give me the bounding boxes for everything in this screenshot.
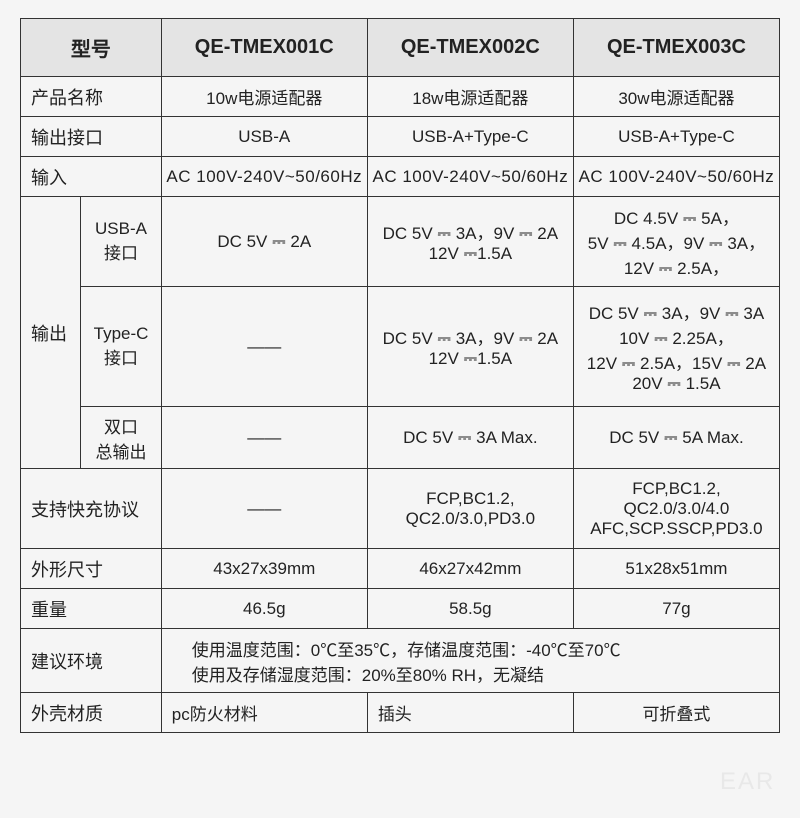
- row-shell: 外壳材质 pc防火材料 插头 可折叠式: [21, 693, 780, 733]
- row-input: 输入 AC 100V-240V~50/60Hz AC 100V-240V~50/…: [21, 157, 780, 197]
- row-protocol: 支持快充协议 —— FCP,BC1.2,QC2.0/3.0,PD3.0 FCP,…: [21, 469, 780, 549]
- col-model-3: QE-TMEX003C: [573, 19, 779, 77]
- shell-material: pc防火材料: [161, 693, 367, 733]
- input-3: AC 100V-240V~50/60Hz: [573, 157, 779, 197]
- size-2: 46x27x42mm: [367, 549, 573, 589]
- protocol-1: ——: [161, 469, 367, 549]
- label-shell: 外壳材质: [21, 693, 162, 733]
- type-c-2: DC 5V ⎓ 3A，9V ⎓ 2A12V ⎓1.5A: [367, 287, 573, 407]
- watermark: EAR: [720, 768, 775, 796]
- usb-a-2: DC 5V ⎓ 3A，9V ⎓ 2A12V ⎓1.5A: [367, 197, 573, 287]
- type-c-1: ——: [161, 287, 367, 407]
- row-size: 外形尺寸 43x27x39mm 46x27x42mm 51x28x51mm: [21, 549, 780, 589]
- weight-1: 46.5g: [161, 589, 367, 629]
- label-type-c: Type-C接口: [81, 287, 161, 407]
- label-plug: 插头: [367, 693, 573, 733]
- label-output: 输出: [21, 197, 81, 469]
- size-1: 43x27x39mm: [161, 549, 367, 589]
- output-port-3: USB-A+Type-C: [573, 117, 779, 157]
- row-weight: 重量 46.5g 58.5g 77g: [21, 589, 780, 629]
- output-port-2: USB-A+Type-C: [367, 117, 573, 157]
- col-model-2: QE-TMEX002C: [367, 19, 573, 77]
- env-value: 使用温度范围：0℃至35℃，存储温度范围：-40℃至70℃使用及存储湿度范围：2…: [161, 629, 779, 693]
- dual-2: DC 5V ⎓ 3A Max.: [367, 407, 573, 469]
- label-env: 建议环境: [21, 629, 162, 693]
- label-input: 输入: [21, 157, 162, 197]
- row-output-type-c: Type-C接口 —— DC 5V ⎓ 3A，9V ⎓ 2A12V ⎓1.5A …: [21, 287, 780, 407]
- input-2: AC 100V-240V~50/60Hz: [367, 157, 573, 197]
- weight-2: 58.5g: [367, 589, 573, 629]
- row-product-name: 产品名称 10w电源适配器 18w电源适配器 30w电源适配器: [21, 77, 780, 117]
- size-3: 51x28x51mm: [573, 549, 779, 589]
- label-product-name: 产品名称: [21, 77, 162, 117]
- spec-table: 型号 QE-TMEX001C QE-TMEX002C QE-TMEX003C 产…: [20, 18, 780, 733]
- label-dual: 双口总输出: [81, 407, 161, 469]
- input-1: AC 100V-240V~50/60Hz: [161, 157, 367, 197]
- row-env: 建议环境 使用温度范围：0℃至35℃，存储温度范围：-40℃至70℃使用及存储湿…: [21, 629, 780, 693]
- row-output-dual: 双口总输出 —— DC 5V ⎓ 3A Max. DC 5V ⎓ 5A Max.: [21, 407, 780, 469]
- label-usb-a: USB-A接口: [81, 197, 161, 287]
- row-output-usb-a: 输出 USB-A接口 DC 5V ⎓ 2A DC 5V ⎓ 3A，9V ⎓ 2A…: [21, 197, 780, 287]
- col-model: 型号: [21, 19, 162, 77]
- protocol-3: FCP,BC1.2,QC2.0/3.0/4.0AFC,SCP.SSCP,PD3.…: [573, 469, 779, 549]
- product-name-3: 30w电源适配器: [573, 77, 779, 117]
- label-protocol: 支持快充协议: [21, 469, 162, 549]
- col-model-1: QE-TMEX001C: [161, 19, 367, 77]
- dual-1: ——: [161, 407, 367, 469]
- weight-3: 77g: [573, 589, 779, 629]
- label-weight: 重量: [21, 589, 162, 629]
- dual-3: DC 5V ⎓ 5A Max.: [573, 407, 779, 469]
- row-output-port: 输出接口 USB-A USB-A+Type-C USB-A+Type-C: [21, 117, 780, 157]
- protocol-2: FCP,BC1.2,QC2.0/3.0,PD3.0: [367, 469, 573, 549]
- usb-a-3: DC 4.5V ⎓ 5A，5V ⎓ 4.5A，9V ⎓ 3A，12V ⎓ 2.5…: [573, 197, 779, 287]
- label-output-port: 输出接口: [21, 117, 162, 157]
- product-name-2: 18w电源适配器: [367, 77, 573, 117]
- product-name-1: 10w电源适配器: [161, 77, 367, 117]
- label-size: 外形尺寸: [21, 549, 162, 589]
- plug-type: 可折叠式: [573, 693, 779, 733]
- usb-a-1: DC 5V ⎓ 2A: [161, 197, 367, 287]
- type-c-3: DC 5V ⎓ 3A，9V ⎓ 3A10V ⎓ 2.25A，12V ⎓ 2.5A…: [573, 287, 779, 407]
- header-row: 型号 QE-TMEX001C QE-TMEX002C QE-TMEX003C: [21, 19, 780, 77]
- output-port-1: USB-A: [161, 117, 367, 157]
